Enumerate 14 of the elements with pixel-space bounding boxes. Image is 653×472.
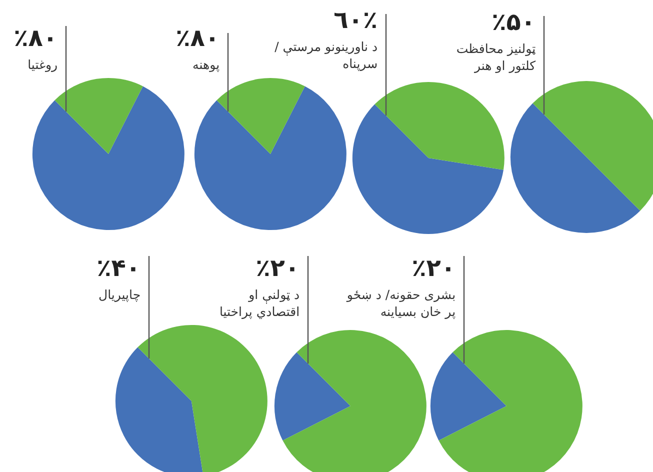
data-label: ٪٦٠ [334,6,378,34]
data-label: ٪۲۰ [412,254,456,282]
data-label: ٪۲۰ [256,254,300,282]
data-label: ٪۸۰ [176,24,220,52]
text: د ناورینونو مرستې /سرپناه [274,38,378,72]
text: بشری حقونه/ د ښځو پر خان بسیاینه [345,286,456,320]
data-label: ٪۴۰ [96,254,141,282]
data-label: ٪۸۰ [14,24,58,52]
data-label: ٪۵۰ [492,8,536,36]
text: روغتیا [26,56,58,73]
text: د ټولنې او اقتصادي پراختیا [218,286,300,320]
text: چاپیریال [98,286,141,303]
text: پوهنه [192,56,220,73]
text: ټولنیز محافظت کلتور او هنر [455,40,536,74]
